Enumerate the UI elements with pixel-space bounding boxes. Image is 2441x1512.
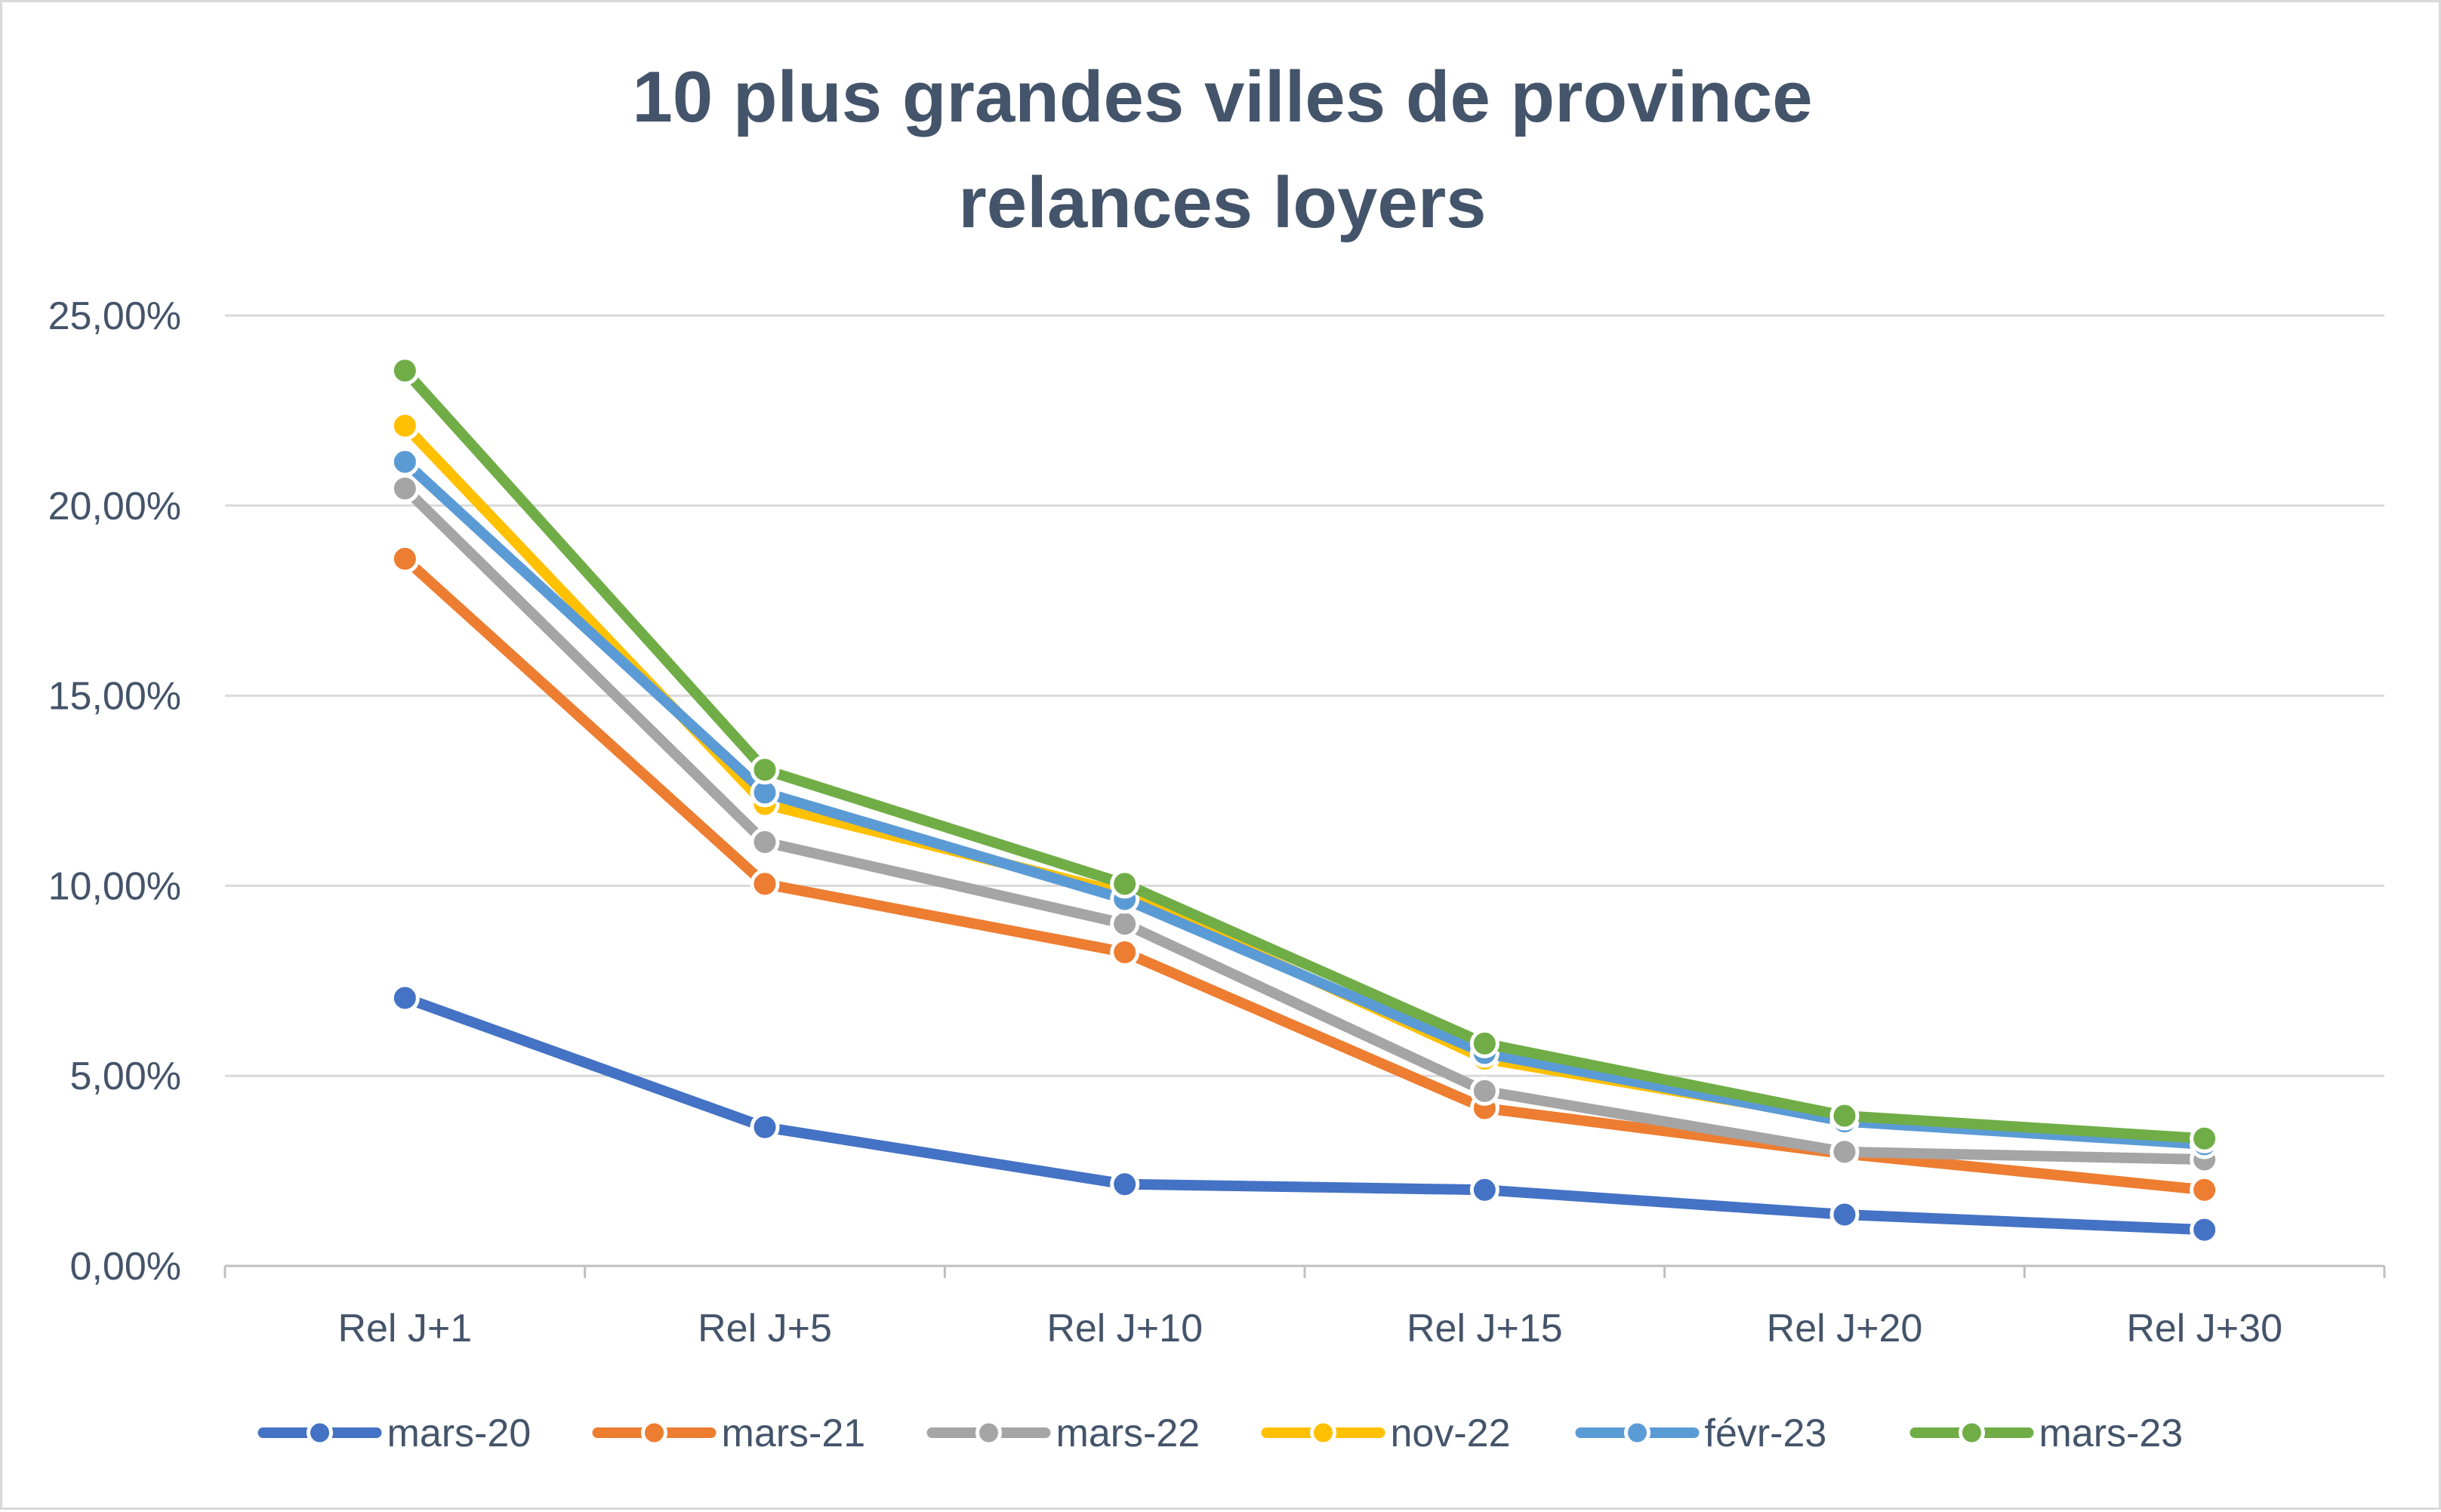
data-point	[1469, 1028, 1499, 1058]
data-series	[390, 356, 2220, 1245]
y-tick-label: 10,00%	[48, 864, 181, 908]
legend-label: mars-21	[722, 1412, 866, 1455]
y-tick-label: 25,00%	[48, 294, 181, 338]
data-point	[1469, 1076, 1499, 1106]
data-point	[2190, 1175, 2220, 1205]
legend-item-mars-21: mars-21	[592, 1412, 866, 1455]
series-line	[399, 992, 2210, 1236]
series-line	[399, 365, 2210, 1144]
series-mars-22	[390, 473, 2220, 1175]
legend-marker	[1959, 1419, 1985, 1446]
legend-marker	[1624, 1419, 1650, 1446]
data-point	[2190, 1123, 2220, 1153]
series-line	[399, 420, 2210, 1150]
data-point	[1110, 909, 1140, 939]
legend-marker	[307, 1419, 333, 1446]
data-point	[1829, 1137, 1860, 1167]
data-point	[390, 447, 420, 477]
series-line	[399, 483, 2210, 1165]
data-point	[1829, 1101, 1860, 1131]
y-tick-label: 5,00%	[70, 1055, 181, 1098]
data-point	[750, 869, 780, 899]
y-tick-label: 15,00%	[48, 675, 181, 719]
chart-title-line-2: relances loyers	[958, 162, 1486, 243]
data-point	[390, 411, 420, 441]
legend-item-févr-23: févr-23	[1575, 1412, 1827, 1455]
y-tick-label: 20,00%	[48, 485, 181, 528]
data-point	[390, 473, 420, 503]
data-point	[750, 755, 780, 785]
data-point	[390, 356, 420, 386]
data-point	[750, 1112, 780, 1142]
x-tick-label: Rel J+5	[698, 1307, 832, 1350]
legend-item-mars-22: mars-22	[926, 1412, 1200, 1455]
data-point	[1469, 1175, 1499, 1205]
series-line	[399, 553, 2210, 1196]
legend-marker	[1310, 1419, 1336, 1446]
legend-label: mars-22	[1056, 1412, 1200, 1455]
series-line	[399, 456, 2210, 1150]
y-tick-label: 0,00%	[70, 1245, 181, 1289]
legend-label: mars-20	[387, 1412, 532, 1455]
series-févr-23	[390, 447, 2220, 1159]
x-tick-label: Rel J+1	[337, 1307, 472, 1350]
legend-label: nov-22	[1391, 1412, 1511, 1455]
data-point	[2190, 1215, 2220, 1245]
series-mars-20	[390, 983, 2220, 1245]
legend-label: mars-23	[2039, 1412, 2184, 1455]
legend: mars-20 mars-21 mars-22 nov-22 févr-23 mars-2…	[257, 1412, 2184, 1455]
legend-label: févr-23	[1705, 1412, 1827, 1455]
data-point	[1829, 1199, 1860, 1230]
data-point	[1110, 1169, 1140, 1199]
legend-item-mars-23: mars-23	[1909, 1412, 2184, 1455]
series-nov-22	[390, 411, 2220, 1159]
x-tick-label: Rel J+15	[1407, 1307, 1563, 1350]
chart-title-line-1: 10 plus grandes villes de province	[632, 57, 1812, 137]
legend-marker	[641, 1419, 667, 1446]
x-tick-label: Rel J+20	[1767, 1307, 1923, 1350]
chart-title: 10 plus grandes villes de province relan…	[632, 57, 1812, 243]
data-point	[1110, 938, 1140, 968]
legend-marker	[975, 1419, 1002, 1446]
series-mars-23	[390, 356, 2220, 1153]
data-point	[390, 544, 420, 574]
gridlines	[225, 314, 2384, 1077]
data-point	[750, 827, 780, 857]
data-point	[390, 983, 420, 1013]
x-tick-label: Rel J+10	[1046, 1307, 1203, 1350]
x-tick-label: Rel J+30	[2126, 1307, 2282, 1350]
series-mars-21	[390, 544, 2220, 1205]
legend-item-mars-20: mars-20	[257, 1412, 532, 1455]
data-point	[1110, 869, 1140, 899]
axes: 0,00% 5,00% 10,00% 15,00% 20,00% 25,00% Rel J+…	[48, 294, 2386, 1350]
legend-item-nov-22: nov-22	[1261, 1412, 1511, 1455]
